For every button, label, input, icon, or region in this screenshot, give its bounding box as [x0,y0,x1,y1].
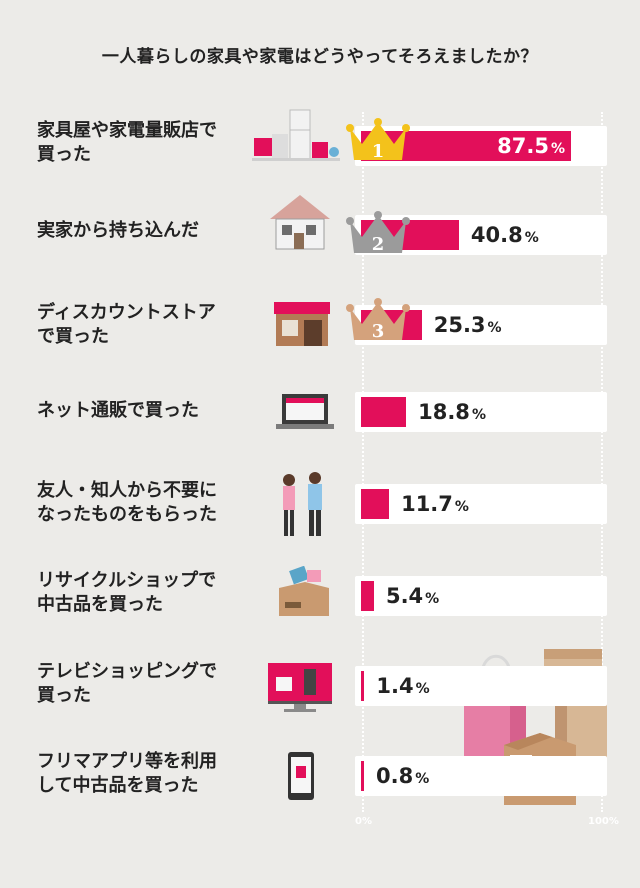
value-unit: % [524,230,539,246]
x-tick-100: 100% [588,816,619,827]
category-label: フリマアプリ等を利用 して中古品を買った [37,750,272,798]
rank-1-crown-icon: 1 [346,118,410,162]
category-label: テレビショッピングで 買った [37,660,272,708]
value-label: 40.8% [471,222,539,251]
value-label: 5.4% [386,583,439,612]
value-number: 11.7 [401,492,453,516]
value-unit: % [425,591,440,607]
category-label: 実家から持ち込んだ [37,219,272,243]
value-unit: % [415,681,430,697]
gridline-0 [362,112,364,812]
rank-1-label: 1 [372,141,385,162]
house-icon [270,195,330,250]
chart-title: 一人暮らしの家具や家電はどうやってそろえましたか？ [101,47,539,67]
laptop-shop-icon [276,394,334,429]
bar [361,489,390,519]
bar [361,671,365,701]
category-label: ネット通販で買った [37,399,272,423]
rank-3-label: 3 [372,321,385,342]
people-talking-icon [283,472,322,536]
bar-row-background [355,484,607,524]
value-number: 87.5 [497,134,549,158]
category-label: 友人・知人から不要に なったものをもらった [37,479,272,527]
bar [361,761,364,791]
value-unit: % [454,499,469,515]
bar [361,581,374,611]
value-number: 0.8 [376,764,414,788]
gridline-100 [601,112,603,812]
bar-row-background [355,666,607,706]
rank-2-crown-icon: 2 [346,211,410,255]
value-label: 87.5% [497,133,565,162]
bar-row-background [355,576,607,616]
category-label-text: フリマアプリ等を利用 して中古品を買った [37,751,217,796]
rank-3-crown-icon: 3 [346,298,410,342]
value-number: 40.8 [470,223,523,247]
value-label: 0.8% [376,763,429,792]
category-label-text: ネット通販で買った [37,400,199,421]
x-tick-0: 0% [355,816,372,827]
bar-row-background [355,756,607,796]
value-label: 25.3% [434,312,502,341]
value-unit: % [550,141,565,157]
value-unit: % [415,771,430,787]
bar [361,397,407,427]
smartphone-icon [288,752,314,800]
recycle-box-icon [279,566,329,616]
category-label-text: ディスカウントストア で買った [37,302,216,347]
category-label: 家具屋や家電量販店で 買った [37,119,272,167]
value-number: 18.8 [418,400,470,424]
category-label-text: 実家から持ち込んだ [37,220,199,241]
category-label: ディスカウントストア で買った [37,301,272,349]
shop-icon [274,302,330,346]
category-label-text: 友人・知人から不要に なったものをもらった [37,480,217,525]
value-number: 1.4 [376,674,414,698]
value-label: 1.4% [376,673,429,702]
category-label-text: テレビショッピングで 買った [37,661,217,706]
value-label: 11.7% [401,491,469,520]
tv-shopping-icon [268,663,332,712]
value-label: 18.8% [418,399,486,428]
value-number: 25.3 [433,313,486,337]
category-label: リサイクルショップで 中古品を買った [37,569,272,617]
category-label-text: リサイクルショップで 中古品を買った [37,570,217,615]
appliances-icon [252,109,340,161]
value-unit: % [487,320,502,336]
value-number: 5.4 [385,584,424,608]
value-unit: % [471,407,486,423]
rank-2-label: 2 [372,234,385,255]
category-label-text: 家具屋や家電量販店で 買った [37,120,217,165]
